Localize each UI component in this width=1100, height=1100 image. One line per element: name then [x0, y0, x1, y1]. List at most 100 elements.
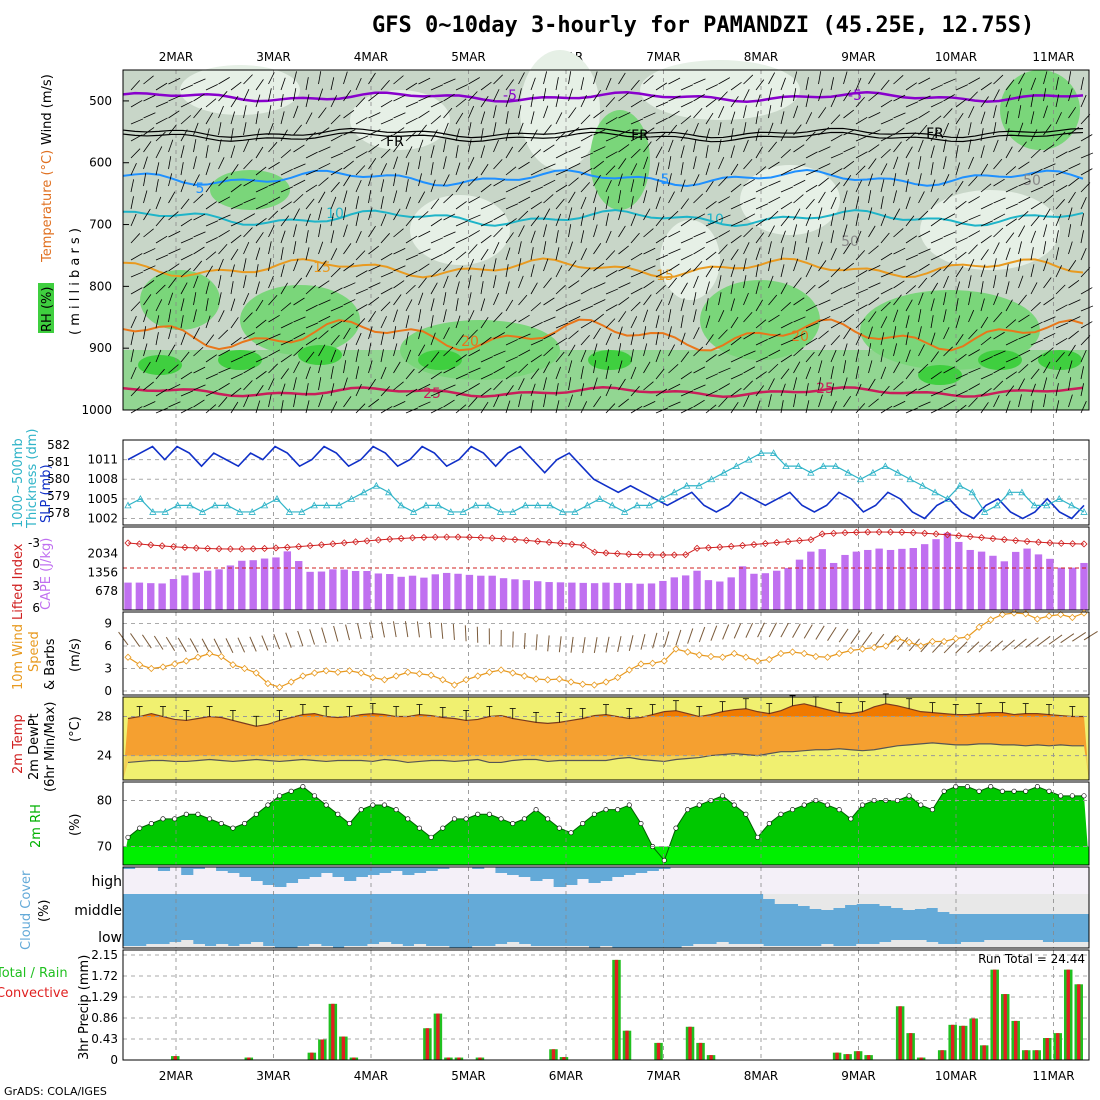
- wind-barb: [793, 394, 797, 408]
- wind-barb: [605, 383, 612, 397]
- wind-barb: [268, 314, 280, 323]
- wind-barb: [755, 264, 759, 278]
- wind-barb: [1005, 319, 1017, 329]
- wind-barb: [630, 316, 638, 329]
- wind-barb: [555, 213, 562, 227]
- wind-barb: [705, 84, 718, 91]
- wind-barb: [555, 383, 559, 397]
- wind-barb: [393, 75, 404, 85]
- wind-barb: [418, 277, 427, 289]
- wind-barb: [193, 346, 204, 357]
- wind-barb: [868, 207, 873, 221]
- thickness-point: [385, 488, 393, 496]
- wind-barb: [505, 146, 514, 159]
- thickness-point: [608, 501, 616, 509]
- wind-barb: [993, 311, 1003, 323]
- wind-barb: [1080, 321, 1093, 329]
- wind-barb: [168, 139, 174, 153]
- cape-bar: [260, 558, 269, 610]
- wind-barb: [393, 228, 404, 238]
- wind-barb: [943, 174, 950, 187]
- wind-barb: [405, 332, 409, 346]
- cape-bar: [203, 570, 212, 610]
- wind-barb: [230, 81, 242, 91]
- rh-point: [929, 807, 935, 813]
- wind-barb: [430, 179, 436, 193]
- wind-barb: [355, 270, 368, 278]
- wind-barb: [255, 400, 261, 414]
- wind10-barb: [345, 624, 350, 641]
- wind-barb: [180, 179, 186, 193]
- wind-barb: [355, 250, 366, 261]
- li-point: [500, 535, 508, 543]
- cape-bar: [317, 571, 326, 610]
- wind-barb: [743, 105, 747, 119]
- wind-barb: [1005, 371, 1017, 380]
- wind-barb: [1030, 77, 1037, 91]
- li-point: [659, 551, 667, 559]
- thickness-point: [844, 468, 852, 476]
- wind-barb: [855, 349, 860, 363]
- wind-barb: [955, 128, 961, 142]
- wind-barb: [893, 294, 902, 306]
- wind-barb: [1055, 77, 1059, 91]
- precip-conv-bar: [835, 1052, 839, 1060]
- panel-frame: [122, 69, 1090, 411]
- wind-barb: [768, 141, 777, 153]
- rh-region: [590, 110, 650, 210]
- wind10-point: [217, 652, 225, 661]
- wind-barb: [980, 264, 986, 278]
- rh-region: [520, 50, 600, 170]
- wind-barb: [1030, 201, 1043, 210]
- cape-bar: [192, 572, 200, 610]
- wind-barb: [530, 339, 544, 346]
- wind-barb: [355, 318, 366, 329]
- wind-barb: [593, 160, 605, 170]
- wind-barb: [593, 243, 602, 255]
- wind-barb: [705, 181, 714, 193]
- wind-barb: [393, 173, 397, 187]
- wind-barb: [805, 265, 813, 278]
- cloud-high-bar: [227, 867, 240, 873]
- wind-barb: [818, 394, 823, 408]
- wind-barb: [130, 253, 143, 261]
- wind-barb: [355, 213, 360, 227]
- wind-barb: [555, 77, 559, 91]
- wind-barb: [918, 277, 928, 289]
- cape-bar: [477, 575, 485, 610]
- wind-barb: [130, 179, 135, 193]
- wind-barb: [655, 132, 666, 142]
- wind-barb: [680, 237, 694, 244]
- wind10-point: [462, 676, 470, 684]
- wind10-barb: [249, 636, 257, 652]
- wind-barb: [155, 117, 168, 125]
- panel-frame: [122, 949, 1090, 1061]
- wind-barb: [755, 232, 765, 244]
- wind-barb: [493, 242, 500, 255]
- wind-barb: [855, 366, 859, 380]
- wind-barb: [255, 79, 264, 91]
- cloud-middle-gap: [763, 894, 776, 899]
- wind-barb: [255, 232, 264, 244]
- wind-barb: [218, 139, 222, 153]
- wind-barb: [718, 258, 725, 272]
- wind-barb: [1018, 275, 1024, 289]
- wind-barb: [643, 381, 654, 391]
- wind-barb: [605, 151, 618, 159]
- wind-barb: [605, 250, 616, 261]
- wind-barb: [618, 297, 630, 306]
- wind-barb: [380, 253, 393, 261]
- wind-barb: [368, 398, 380, 408]
- rh-point: [825, 802, 831, 808]
- bottom-date-label: 10MAR: [935, 1069, 977, 1083]
- thickness-point: [1067, 501, 1076, 509]
- wind-barb: [230, 373, 243, 380]
- wind-barb: [1043, 297, 1055, 306]
- wind-barb: [755, 166, 767, 176]
- wind-barb: [1018, 294, 1027, 306]
- wind-barb: [318, 107, 327, 119]
- thickness-point: [534, 501, 542, 509]
- wind-barb: [493, 312, 503, 323]
- cloud-low-gap: [995, 940, 1009, 948]
- isotherm-10: [122, 209, 1084, 228]
